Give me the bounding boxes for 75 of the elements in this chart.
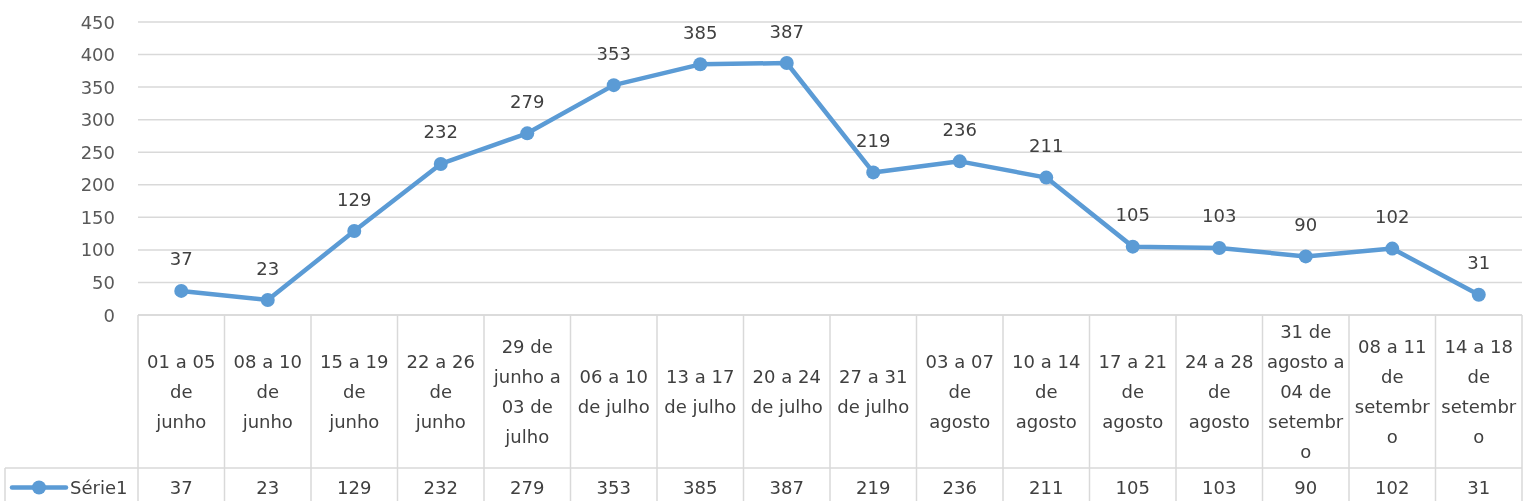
data-label: 236 (942, 477, 977, 498)
annotation: 236 (942, 118, 977, 140)
x-tick-label: 27 a 31 de julho (837, 366, 910, 417)
point (866, 165, 881, 180)
point (1212, 240, 1227, 255)
y-tick-label: 0 (103, 304, 115, 326)
x-tick-label: 15 a 19 de junho (320, 351, 389, 432)
x-tick-label: 08 a 10 de junho (233, 351, 302, 432)
point (433, 156, 448, 171)
point (606, 78, 621, 93)
point (520, 126, 535, 141)
point (1039, 170, 1054, 185)
y-tick-label: 350 (80, 76, 115, 98)
annotation: 102 (1375, 206, 1410, 228)
data-label: 232 (423, 477, 458, 498)
point (779, 56, 794, 71)
x-tick-label: 20 a 24 de julho (750, 366, 823, 417)
x-tick-label: 17 a 21 de agosto (1098, 351, 1167, 432)
y-tick-label: 250 (80, 141, 115, 163)
data-label: 23 (256, 477, 280, 498)
x-tick-label: 24 a 28 de agosto (1185, 351, 1254, 432)
annotation: 387 (769, 20, 804, 42)
x-tick-label: 08 a 11 de setembro (1354, 336, 1431, 447)
point (952, 154, 967, 169)
x-tick-label: 29 de junho a 03 de julho (492, 336, 561, 447)
data-label: 219 (856, 477, 891, 498)
y-tick-label: 400 (80, 44, 115, 66)
data-label: 129 (337, 477, 372, 498)
data-label: 279 (510, 477, 545, 498)
x-tick-label: 13 a 17 de julho (664, 366, 737, 417)
annotation: 279 (510, 90, 545, 112)
point (1385, 241, 1400, 256)
x-tick-label: 10 a 14 de agosto (1012, 351, 1081, 432)
x-tick-label: 01 a 05 de junho (147, 351, 216, 432)
annotation: 211 (1029, 135, 1064, 157)
point (347, 224, 362, 239)
annotation: 129 (337, 188, 372, 210)
data-label: 31 (1467, 477, 1491, 498)
data-label: 353 (596, 477, 631, 498)
data-label: 385 (683, 477, 718, 498)
annotation: 385 (683, 21, 718, 43)
x-tick-label: 06 a 10 de julho (577, 366, 650, 417)
x-tick-label: 14 a 18 de setembro (1441, 336, 1517, 447)
annotation: 219 (856, 129, 891, 151)
data-label: 102 (1375, 477, 1410, 498)
point (174, 283, 189, 298)
annotation: 105 (1115, 204, 1150, 226)
annotation: 232 (423, 121, 458, 143)
annotation: 37 (169, 248, 193, 270)
data-label: 387 (769, 477, 804, 498)
data-label: 103 (1202, 477, 1237, 498)
data-label: 211 (1029, 477, 1064, 498)
y-tick-label: 450 (80, 11, 115, 33)
x-tick-label: 03 a 07 de agosto (925, 351, 994, 432)
annotation: 103 (1202, 205, 1237, 227)
point (1125, 239, 1140, 254)
y-tick-label: 50 (92, 271, 115, 293)
annotation: 31 (1467, 252, 1491, 274)
legend-label: Série1 (70, 477, 128, 498)
annotation: 23 (256, 257, 280, 279)
y-tick-label: 300 (80, 109, 115, 131)
y-tick-label: 100 (80, 239, 115, 261)
x-tick-label: 22 a 26 de junho (406, 351, 475, 432)
data-label: 90 (1294, 477, 1318, 498)
x-tick-label: 31 de agosto a 04 de setembro (1266, 321, 1345, 462)
point (693, 57, 708, 72)
annotation: 353 (596, 42, 631, 64)
y-tick-label: 150 (80, 206, 115, 228)
y-tick-label: 200 (80, 174, 115, 196)
point (260, 293, 275, 308)
point (1298, 249, 1313, 264)
annotation: 90 (1294, 213, 1318, 235)
data-label: 105 (1115, 477, 1150, 498)
point (1471, 287, 1486, 302)
data-label: 37 (169, 477, 193, 498)
